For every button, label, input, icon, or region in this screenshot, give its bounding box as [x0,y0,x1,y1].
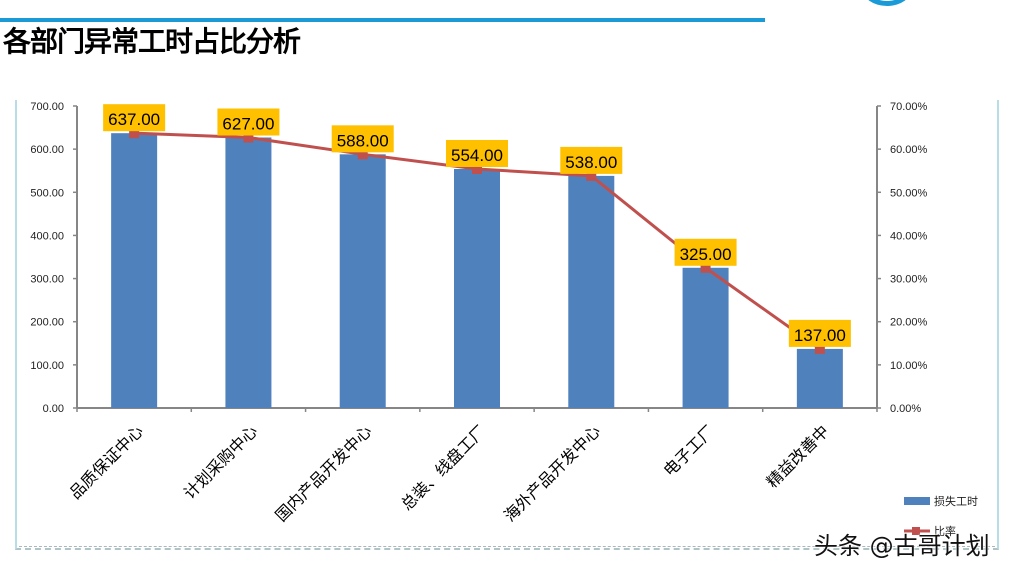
data-labels: 637.00 627.00 588.00 554.00 538.00 325.00 137.… [103,104,851,347]
x-axis-category-label: 精益改善中 [763,422,832,491]
legend-label: 损失工时 [934,494,978,508]
right-y-axis: 0.00% 10.00% 20.00% 30.00% 40.00% 50.00% 60.00… [876,101,928,415]
left-axis-tick-label: 600.00 [30,144,64,156]
right-axis-tick-label: 60.00% [890,144,928,156]
right-axis-tick-label: 30.00% [890,274,928,286]
left-axis-tick-label: 200.00 [30,317,64,329]
data-label: 637.00 [108,110,160,129]
x-axis-category-label: 总装、线盘工厂 [397,421,490,514]
data-label: 538.00 [565,153,617,172]
page-title: 各部门异常工时占比分析 [3,25,301,58]
line-marker [586,170,597,181]
bar [339,154,386,408]
right-axis-tick-label: 70.00% [890,101,928,113]
left-axis-tick-label: 0.00 [43,403,64,415]
data-label-box [674,238,737,266]
legend-label: 比率 [934,524,956,538]
right-axis-tick-label: 0.00% [890,403,921,415]
line-marker [357,149,368,160]
right-axis-tick-label: 50.00% [890,187,928,199]
data-label-box [788,319,851,347]
data-label: 554.00 [451,146,503,165]
x-axis-category-label: 品质保证中心 [66,422,147,503]
line-marker [814,343,825,354]
bar [454,168,500,408]
left-axis-tick-label: 400.00 [30,230,64,242]
x-axis-category-label: 海外产品开发中心 [501,422,604,525]
x-axis-category-label: 计划采购中心 [181,422,262,503]
data-label-box [446,139,508,167]
line-series [129,128,825,354]
watermark: 头条 @古哥计划 [814,532,990,560]
line-marker [243,132,254,143]
left-axis-tick-label: 500.00 [30,187,64,199]
right-axis-tick-label: 10.00% [890,360,928,372]
line-marker [700,262,711,273]
x-axis-category-label: 国内产品开发中心 [272,422,375,525]
data-label-box [331,125,394,153]
header-accent-bar [0,18,765,22]
line-marker [472,163,482,174]
x-axis-category-label: 电子工厂 [660,422,718,480]
bar [225,137,272,408]
left-axis-tick-label: 300.00 [30,274,64,286]
bar [568,175,615,408]
bar [111,133,158,408]
data-label: 137.00 [794,326,846,345]
left-y-axis: 0.00 100.00 200.00 300.00 400.00 500.00 600.00… [30,101,78,415]
data-label: 588.00 [337,131,389,150]
left-axis-tick-label: 100.00 [30,360,64,372]
data-label: 325.00 [680,245,732,264]
left-axis-tick-label: 700.00 [30,101,64,113]
bar [682,267,729,408]
line-marker [129,128,140,139]
data-label-box [103,104,166,132]
chart-frame[interactable] [15,100,999,550]
bar-series [111,133,843,408]
legend-swatch-bar [904,497,930,505]
data-label-box [560,146,623,174]
bar [796,348,843,408]
x-axis: 品质保证中心 计划采购中心 国内产品开发中心 总装、线盘工厂 海外产品开发中心 电子工厂精… [66,407,878,525]
right-axis-tick-label: 20.00% [890,317,928,329]
right-axis-tick-label: 40.00% [890,230,928,242]
data-label-box [217,108,280,136]
data-label: 627.00 [222,114,274,133]
